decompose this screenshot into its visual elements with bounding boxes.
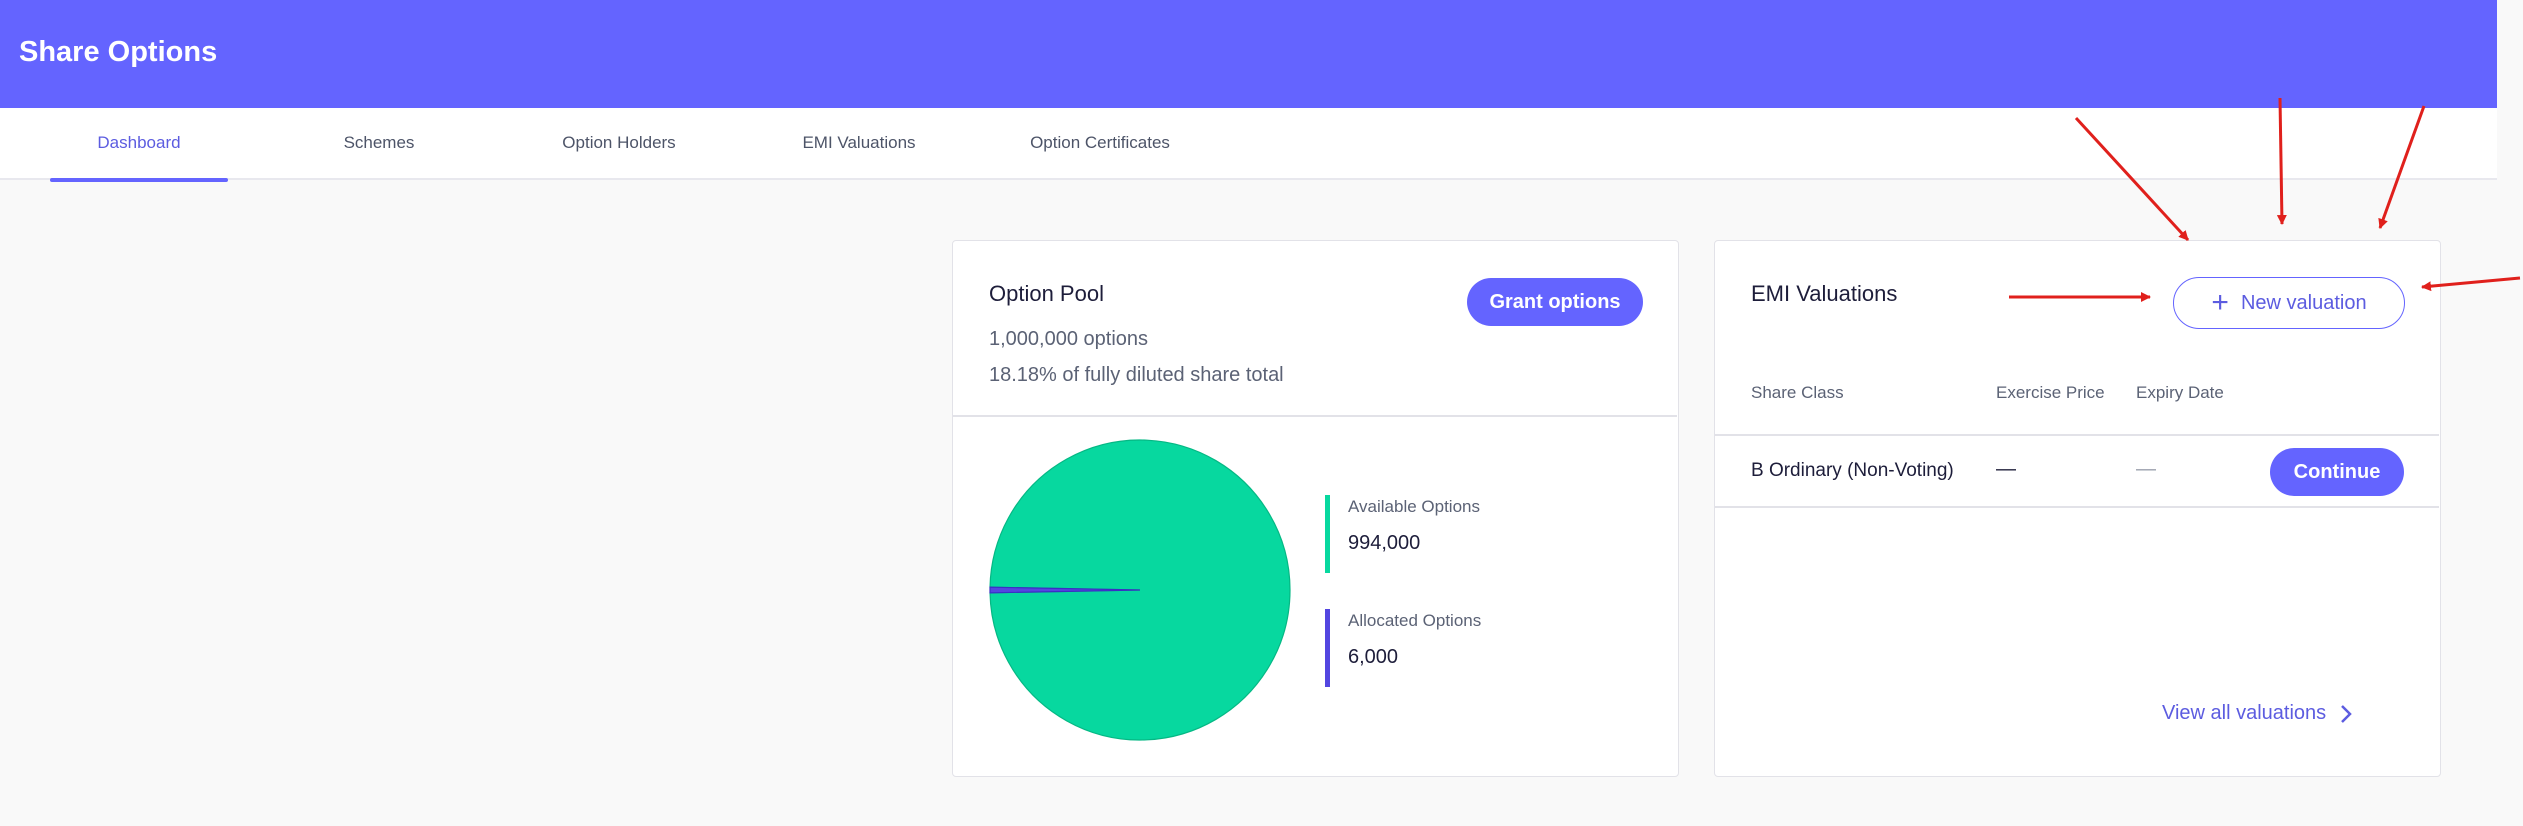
row-exercise-price: — <box>1996 458 2016 480</box>
legend-allocated-label: Allocated Options <box>1348 611 1482 630</box>
column-share-class: Share Class <box>1751 383 1844 402</box>
option-pool-divider <box>953 415 1677 417</box>
view-all-valuations-label: View all valuations <box>2162 702 2327 724</box>
grant-options-button[interactable]: Grant options <box>1467 278 1643 326</box>
option-pool-card: Option Pool 1,000,000 options 18.18% of … <box>952 240 1679 777</box>
view-all-valuations-link[interactable]: View all valuations <box>2162 702 2352 725</box>
new-valuation-button[interactable]: + New valuation <box>2173 277 2405 329</box>
legend-available-value: 994,000 <box>1348 532 1421 554</box>
tab-emi-valuations[interactable]: EMI Valuations <box>802 133 916 152</box>
row-share-class: B Ordinary (Non-Voting) <box>1751 460 1954 481</box>
column-exercise-price: Exercise Price <box>1996 383 2105 402</box>
legend-available-bar <box>1325 495 1330 573</box>
row-expiry-date: — <box>2136 458 2156 480</box>
chevron-right-icon <box>2341 704 2352 723</box>
option-pool-share-percent: 18.18% of fully diluted share total <box>989 364 1284 386</box>
tab-option-certificates[interactable]: Option Certificates <box>1030 133 1170 152</box>
app-title: Share Options <box>19 36 218 68</box>
option-pool-pie-chart <box>989 439 1291 741</box>
table-row-divider <box>1715 506 2439 508</box>
tab-schemes[interactable]: Schemes <box>343 133 415 152</box>
emi-valuations-title: EMI Valuations <box>1751 281 1898 306</box>
legend-allocated-value: 6,000 <box>1348 646 1399 668</box>
legend-allocated-bar <box>1325 609 1330 687</box>
column-expiry-date: Expiry Date <box>2136 383 2224 402</box>
app-header: Share Options <box>0 0 2497 108</box>
table-header-divider <box>1715 434 2439 436</box>
tab-option-holders[interactable]: Option Holders <box>562 133 676 152</box>
plus-icon: + <box>2211 286 2229 319</box>
continue-button[interactable]: Continue <box>2270 448 2404 496</box>
tab-dashboard[interactable]: Dashboard <box>50 108 228 182</box>
emi-valuations-card: EMI Valuations + New valuation <box>1714 240 2441 777</box>
tab-bar: Dashboard Schemes Option Holders EMI Val… <box>0 108 2497 182</box>
option-pool-title: Option Pool <box>989 281 1104 306</box>
pie-slice-allocated-options <box>989 586 1141 594</box>
legend-available-label: Available Options <box>1348 497 1480 516</box>
pie-slice-available-options <box>989 439 1291 741</box>
option-pool-total: 1,000,000 options <box>989 328 1149 350</box>
new-valuation-label: New valuation <box>2240 291 2367 314</box>
